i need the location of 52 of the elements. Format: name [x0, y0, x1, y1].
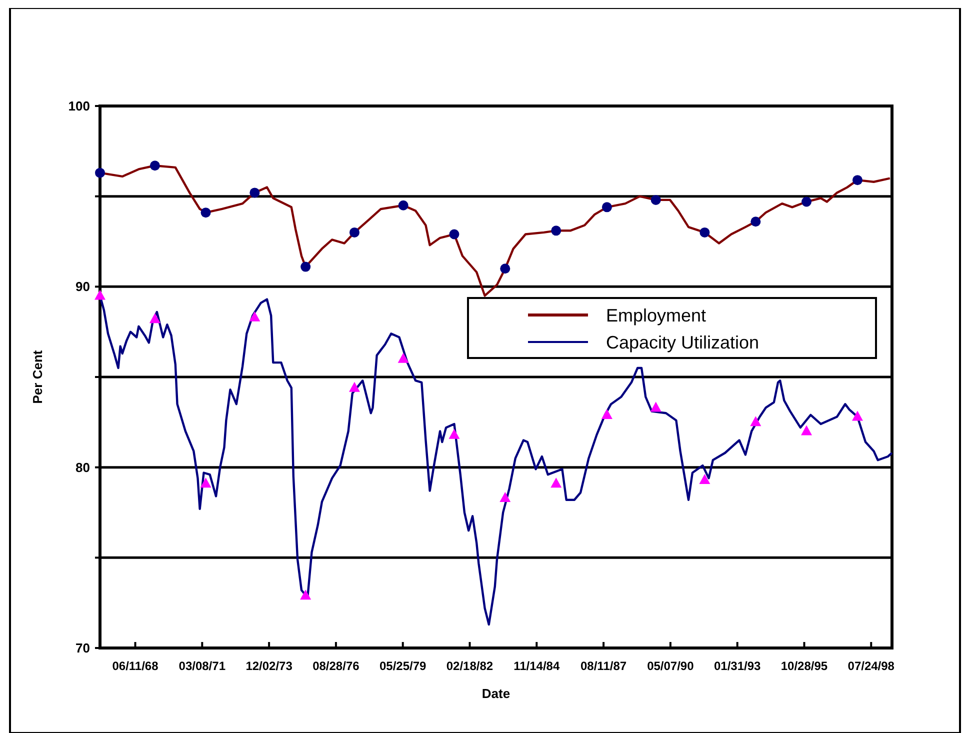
y-tick-label: 90 [76, 279, 90, 294]
point [250, 188, 260, 198]
point [550, 478, 562, 488]
x-tick-label: 01/31/93 [714, 659, 762, 673]
x-tick-label: 11/14/84 [514, 659, 560, 673]
point [398, 200, 408, 210]
point [852, 410, 863, 421]
point [150, 160, 160, 171]
x-tick-label: 02/18/82 [446, 659, 494, 673]
x-tick-label: 03/08/71 [178, 659, 226, 673]
x-tick-label: 10/28/95 [780, 659, 828, 673]
point [650, 194, 661, 205]
point [802, 196, 812, 207]
point [249, 311, 260, 322]
point [601, 408, 612, 419]
y-tick-label: 80 [76, 460, 90, 475]
point [801, 425, 812, 436]
point [699, 474, 710, 484]
x-tick-label: 05/07/90 [647, 659, 694, 673]
point [200, 208, 211, 218]
point [750, 216, 761, 227]
legend-label: Employment [606, 305, 706, 326]
point [750, 416, 762, 426]
point [149, 313, 160, 324]
point [94, 290, 106, 300]
point [449, 229, 460, 240]
point [500, 264, 510, 274]
x-tick-label: 06/11/68 [112, 659, 159, 673]
point [500, 492, 511, 502]
point [300, 590, 312, 600]
point [650, 402, 662, 412]
point [448, 428, 460, 439]
point [602, 202, 612, 212]
point [551, 226, 562, 236]
x-tick-label: 08/28/76 [312, 659, 360, 673]
y-tick-label: 70 [76, 640, 90, 656]
x-tick-label: 07/24/98 [848, 659, 895, 673]
point [398, 352, 409, 363]
x-tick-label: 05/25/79 [379, 659, 427, 673]
point [348, 382, 360, 392]
point [300, 262, 311, 272]
x-axis-title: Date [482, 686, 510, 701]
y-tick-label: 100 [68, 98, 90, 114]
point [349, 227, 360, 238]
point [95, 168, 105, 178]
x-tick-label: 12/02/73 [246, 659, 293, 673]
point [700, 227, 710, 238]
point [200, 478, 212, 488]
point [852, 175, 862, 186]
y-axis-title: Per Cent [30, 350, 45, 404]
legend-label: Capacity Utilization [606, 332, 760, 352]
x-tick-label: 08/11/87 [580, 659, 627, 673]
